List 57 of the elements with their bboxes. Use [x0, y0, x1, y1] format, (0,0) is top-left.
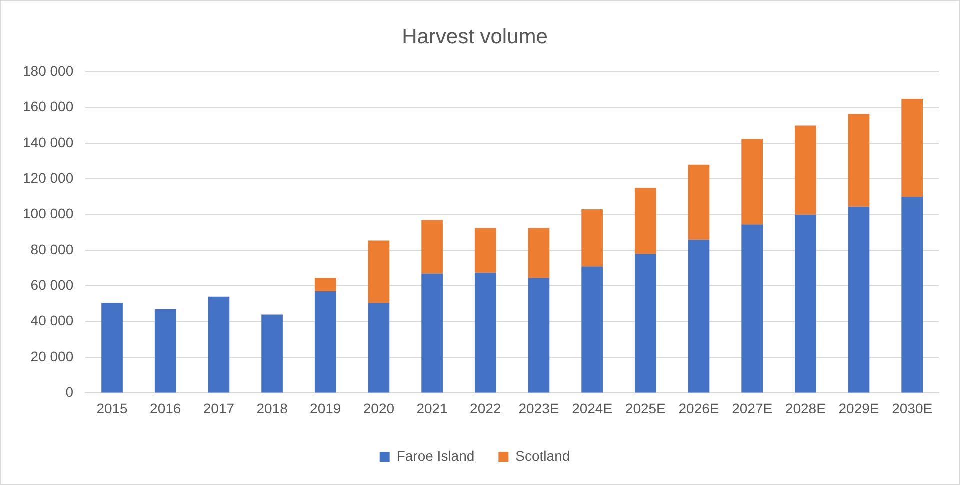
bar — [742, 224, 763, 393]
bar — [848, 206, 870, 393]
x-tick-label: 2026E — [678, 400, 720, 416]
bar — [582, 210, 603, 267]
bar — [902, 98, 923, 198]
bar — [368, 240, 390, 304]
chart-title: Harvest volume — [402, 25, 548, 48]
bar — [154, 309, 176, 393]
x-tick-label: 2021 — [416, 400, 448, 416]
bar — [794, 126, 816, 215]
bar — [528, 228, 550, 278]
x-tick-label: 2017 — [203, 400, 235, 416]
x-tick-label: 2028E — [785, 400, 826, 416]
bar — [368, 303, 390, 393]
bar — [688, 240, 710, 393]
x-tick-label: 2029E — [838, 400, 880, 416]
x-tick-label: 2024E — [572, 400, 613, 416]
y-tick-label: 0 — [66, 384, 74, 400]
bar — [742, 139, 763, 225]
bar — [102, 303, 123, 393]
bar — [634, 254, 656, 393]
x-tick-label: 2025E — [625, 400, 666, 416]
y-tick-label: 160 000 — [22, 98, 74, 115]
bar — [848, 114, 870, 207]
bar — [474, 228, 496, 273]
y-tick-label: 40 000 — [30, 312, 74, 329]
y-tick-label: 60 000 — [30, 277, 74, 294]
bar — [422, 220, 443, 274]
bar — [528, 278, 550, 393]
x-tick-label: 2019 — [310, 400, 342, 416]
bar — [582, 266, 603, 393]
x-tick-label: 2027E — [732, 400, 773, 416]
bar — [314, 278, 336, 292]
bar — [262, 314, 283, 393]
x-tick-label: 2030E — [892, 400, 933, 416]
bar — [208, 296, 230, 393]
x-tick-label: 2015 — [96, 400, 128, 416]
bar — [422, 274, 443, 393]
y-tick-label: 140 000 — [22, 134, 74, 150]
x-tick-label: 2022 — [470, 400, 502, 416]
legend-label: Faroe Island — [396, 448, 475, 464]
x-tick-label: 2020 — [363, 400, 395, 416]
y-tick-label: 80 000 — [30, 241, 74, 258]
y-tick-label: 20 000 — [30, 348, 74, 364]
y-tick-label: 100 000 — [22, 206, 74, 222]
legend-label: Scotland — [516, 448, 570, 464]
bar — [634, 188, 656, 254]
bar — [314, 292, 336, 393]
x-tick-label: 2016 — [150, 400, 182, 416]
bar — [794, 214, 816, 393]
bar — [688, 164, 710, 240]
x-tick-label: 2018 — [256, 400, 288, 416]
x-tick-label: 2023E — [518, 400, 560, 416]
bar — [474, 272, 496, 393]
bar — [902, 197, 923, 393]
y-tick-label: 180 000 — [22, 63, 74, 80]
y-tick-label: 120 000 — [22, 170, 74, 186]
